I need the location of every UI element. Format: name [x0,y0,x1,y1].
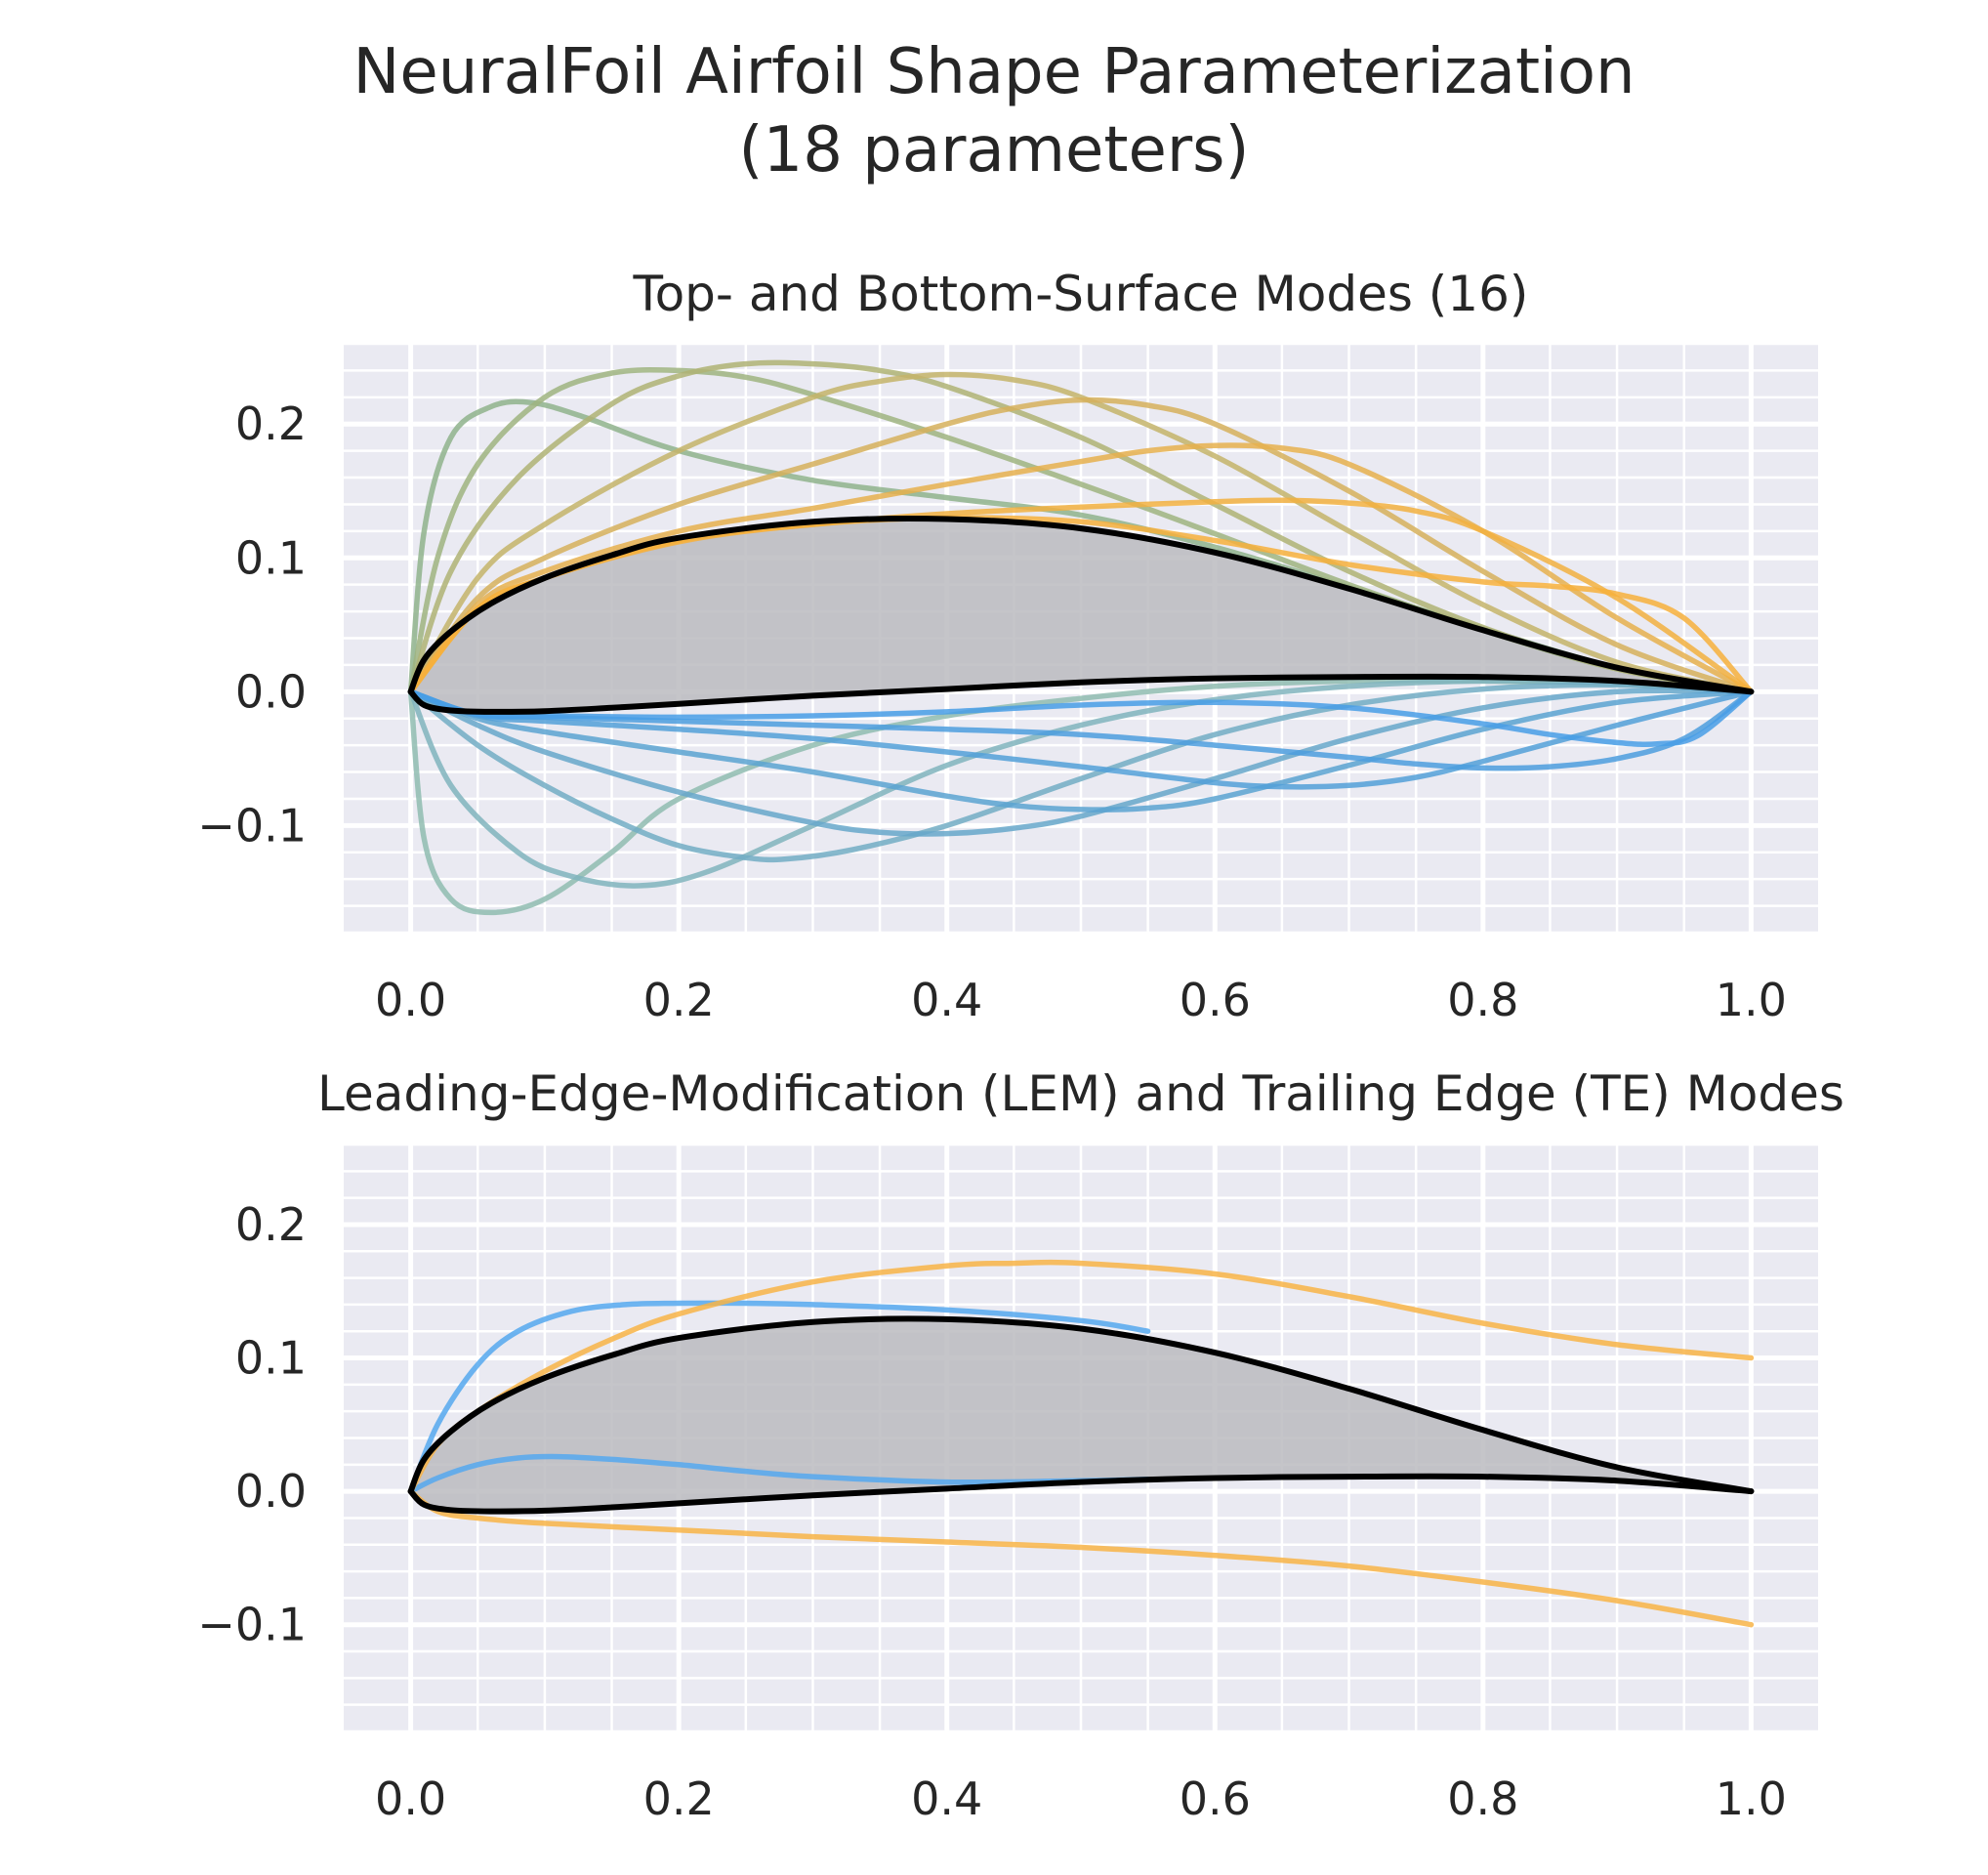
baseline-airfoil-lower-line [407,1473,1755,1515]
x-tick-label: 1.0 [1716,974,1787,1026]
y-tick-label: −0.1 [197,1599,307,1651]
x-tick-label: 0.0 [375,1772,446,1825]
baseline-airfoil-fill [410,1318,1752,1512]
x-tick-label: 0.0 [375,974,446,1026]
y-tick-label: 0.2 [235,1198,307,1251]
mode-series-line-4 [407,1488,1755,1628]
mode-series-line-13 [407,688,1755,812]
mode-series-line-11 [407,682,1755,863]
x-tick-label: 0.4 [911,1772,982,1825]
figure-title-line1: NeuralFoil Airfoil Shape Parameterizatio… [352,36,1635,108]
mode-series-line-16 [407,688,1755,748]
x-tick-label: 0.4 [911,974,982,1026]
mode-series-line-12 [407,688,1755,837]
y-tick-label: 0.0 [235,1465,307,1518]
x-tick-label: 1.0 [1716,1772,1787,1825]
mode-series-line-14 [407,688,1755,790]
baseline-airfoil-upper-line [407,516,1755,695]
mode-series-line-1 [407,1300,1151,1494]
y-tick-label: 0.0 [235,665,307,718]
figure-title-line2: (18 parameters) [739,114,1250,187]
x-tick-label: 0.2 [643,974,715,1026]
panel-title: Leading-Edge-Modification (LEM) and Trai… [317,1065,1844,1122]
x-tick-label: 0.8 [1447,1772,1518,1825]
y-tick-label: 0.1 [235,1332,307,1385]
x-tick-label: 0.6 [1180,1772,1251,1825]
mode-series-line-4 [407,371,1755,695]
lem-te-modes-panel: Leading-Edge-Modification (LEM) and Trai… [197,1065,1844,1825]
mode-series-line-2 [407,1453,1151,1494]
x-tick-label: 0.6 [1180,974,1251,1026]
baseline-airfoil-fill [410,519,1752,712]
y-tick-label: 0.1 [235,531,307,584]
baseline-airfoil-upper-line [407,1315,1755,1495]
mode-series-line-3 [407,1259,1755,1494]
top-bottom-surface-modes-panel: Top- and Bottom-Surface Modes (16) 0.0 0.2… [197,266,1818,1026]
y-tick-label: 0.2 [235,397,307,450]
panel-title: Top- and Bottom-Surface Modes (16) [633,266,1529,322]
x-tick-label: 0.8 [1447,974,1518,1026]
baseline-airfoil-lower-line [407,673,1755,715]
mode-series-line-10 [407,678,1755,889]
mode-series-line-5 [407,396,1755,695]
y-tick-label: −0.1 [197,799,307,852]
x-tick-label: 0.2 [643,1772,715,1825]
